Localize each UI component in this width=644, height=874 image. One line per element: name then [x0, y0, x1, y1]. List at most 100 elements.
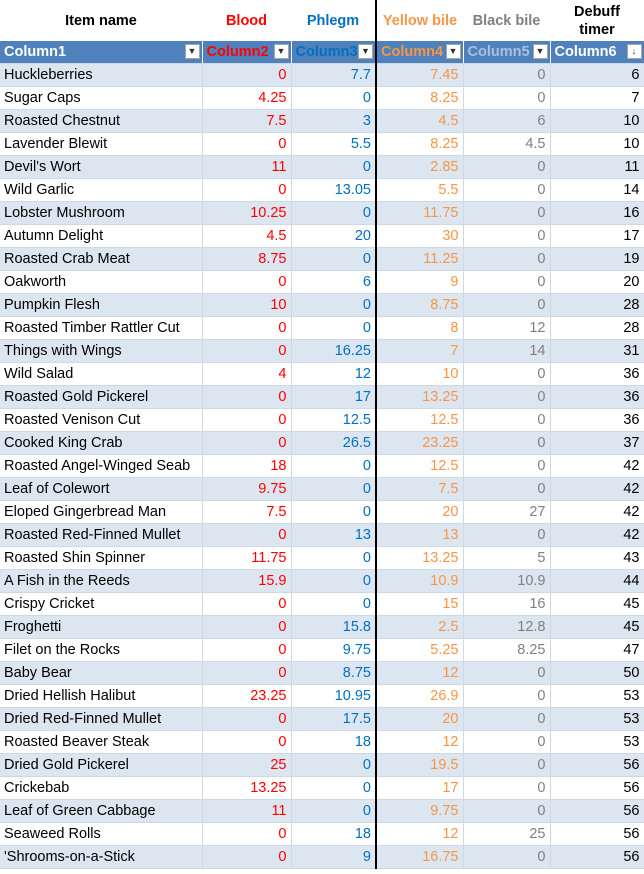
cell-yellow-bile[interactable]: 8.25: [375, 132, 464, 156]
cell-phlegm[interactable]: 0: [291, 155, 377, 179]
cell-phlegm[interactable]: 15.8: [291, 615, 377, 639]
cell-yellow-bile[interactable]: 8.25: [375, 86, 464, 110]
cell-debuff-timer[interactable]: 20: [550, 270, 644, 294]
caption-black-bile[interactable]: Black bile: [463, 0, 550, 41]
cell-phlegm[interactable]: 0: [291, 86, 377, 110]
cell-item-name[interactable]: A Fish in the Reeds: [0, 569, 203, 593]
filter-dropdown-icon[interactable]: ▼: [184, 44, 200, 59]
cell-blood[interactable]: 15.9: [202, 569, 292, 593]
cell-debuff-timer[interactable]: 10: [550, 132, 644, 156]
cell-black-bile[interactable]: 0: [463, 155, 551, 179]
cell-blood[interactable]: 13.25: [202, 776, 292, 800]
cell-phlegm[interactable]: 0: [291, 546, 377, 570]
cell-phlegm[interactable]: 0: [291, 500, 377, 524]
cell-item-name[interactable]: Leaf of Green Cabbage: [0, 799, 203, 823]
cell-debuff-timer[interactable]: 37: [550, 431, 644, 455]
cell-yellow-bile[interactable]: 2.85: [375, 155, 464, 179]
cell-debuff-timer[interactable]: 56: [550, 845, 644, 869]
cell-item-name[interactable]: Pumpkin Flesh: [0, 293, 203, 317]
cell-yellow-bile[interactable]: 5.5: [375, 178, 464, 202]
cell-item-name[interactable]: Roasted Gold Pickerel: [0, 385, 203, 409]
cell-yellow-bile[interactable]: 9: [375, 270, 464, 294]
cell-blood[interactable]: 0: [202, 615, 292, 639]
cell-blood[interactable]: 0: [202, 730, 292, 754]
cell-phlegm[interactable]: 6: [291, 270, 377, 294]
cell-item-name[interactable]: Dried Red-Finned Mullet: [0, 707, 203, 731]
cell-yellow-bile[interactable]: 16.75: [375, 845, 464, 869]
cell-blood[interactable]: 0: [202, 132, 292, 156]
cell-yellow-bile[interactable]: 26.9: [375, 684, 464, 708]
cell-blood[interactable]: 11.75: [202, 546, 292, 570]
cell-yellow-bile[interactable]: 10.9: [375, 569, 464, 593]
caption-yellow-bile[interactable]: Yellow bile: [375, 0, 463, 41]
cell-yellow-bile[interactable]: 10: [375, 362, 464, 386]
cell-yellow-bile[interactable]: 13.25: [375, 546, 464, 570]
cell-black-bile[interactable]: 12.8: [463, 615, 551, 639]
cell-black-bile[interactable]: 0: [463, 385, 551, 409]
cell-item-name[interactable]: 'Shrooms-on-a-Stick: [0, 845, 203, 869]
cell-yellow-bile[interactable]: 7: [375, 339, 464, 363]
filter-applied-icon[interactable]: ▼: [445, 44, 461, 59]
cell-debuff-timer[interactable]: 11: [550, 155, 644, 179]
cell-black-bile[interactable]: 27: [463, 500, 551, 524]
cell-yellow-bile[interactable]: 12: [375, 822, 464, 846]
filter-dropdown-icon[interactable]: ▼: [273, 44, 289, 59]
cell-black-bile[interactable]: 10.9: [463, 569, 551, 593]
cell-black-bile[interactable]: 0: [463, 753, 551, 777]
cell-blood[interactable]: 0: [202, 385, 292, 409]
cell-yellow-bile[interactable]: 20: [375, 500, 464, 524]
cell-phlegm[interactable]: 5.5: [291, 132, 377, 156]
cell-blood[interactable]: 18: [202, 454, 292, 478]
cell-debuff-timer[interactable]: 56: [550, 822, 644, 846]
cell-phlegm[interactable]: 0: [291, 477, 377, 501]
cell-debuff-timer[interactable]: 42: [550, 500, 644, 524]
cell-yellow-bile[interactable]: 11.75: [375, 201, 464, 225]
cell-blood[interactable]: 4: [202, 362, 292, 386]
cell-phlegm[interactable]: 10.95: [291, 684, 377, 708]
cell-debuff-timer[interactable]: 56: [550, 753, 644, 777]
cell-yellow-bile[interactable]: 12.5: [375, 408, 464, 432]
cell-yellow-bile[interactable]: 30: [375, 224, 464, 248]
cell-item-name[interactable]: Wild Salad: [0, 362, 203, 386]
cell-debuff-timer[interactable]: 53: [550, 684, 644, 708]
cell-yellow-bile[interactable]: 23.25: [375, 431, 464, 455]
cell-yellow-bile[interactable]: 13: [375, 523, 464, 547]
cell-item-name[interactable]: Roasted Chestnut: [0, 109, 203, 133]
cell-yellow-bile[interactable]: 9.75: [375, 799, 464, 823]
cell-black-bile[interactable]: 0: [463, 178, 551, 202]
cell-item-name[interactable]: Huckleberries: [0, 63, 203, 87]
cell-phlegm[interactable]: 12: [291, 362, 377, 386]
cell-debuff-timer[interactable]: 43: [550, 546, 644, 570]
cell-phlegm[interactable]: 0: [291, 316, 377, 340]
cell-phlegm[interactable]: 0: [291, 247, 377, 271]
cell-debuff-timer[interactable]: 36: [550, 362, 644, 386]
cell-debuff-timer[interactable]: 19: [550, 247, 644, 271]
cell-yellow-bile[interactable]: 12.5: [375, 454, 464, 478]
cell-black-bile[interactable]: 0: [463, 730, 551, 754]
cell-blood[interactable]: 0: [202, 523, 292, 547]
cell-black-bile[interactable]: 0: [463, 454, 551, 478]
cell-phlegm[interactable]: 0: [291, 776, 377, 800]
header-column6[interactable]: Column6 ↓: [550, 41, 644, 64]
cell-black-bile[interactable]: 4.5: [463, 132, 551, 156]
cell-item-name[interactable]: Cooked King Crab: [0, 431, 203, 455]
cell-debuff-timer[interactable]: 42: [550, 454, 644, 478]
cell-black-bile[interactable]: 6: [463, 109, 551, 133]
cell-blood[interactable]: 11: [202, 799, 292, 823]
cell-blood[interactable]: 0: [202, 316, 292, 340]
cell-yellow-bile[interactable]: 20: [375, 707, 464, 731]
cell-black-bile[interactable]: 0: [463, 362, 551, 386]
cell-black-bile[interactable]: 0: [463, 86, 551, 110]
cell-black-bile[interactable]: 0: [463, 477, 551, 501]
filter-dropdown-icon[interactable]: ▼: [532, 44, 548, 59]
caption-item-name[interactable]: Item name: [0, 0, 202, 41]
cell-phlegm[interactable]: 7.7: [291, 63, 377, 87]
cell-black-bile[interactable]: 0: [463, 684, 551, 708]
cell-phlegm[interactable]: 0: [291, 454, 377, 478]
cell-black-bile[interactable]: 0: [463, 247, 551, 271]
header-column1[interactable]: Column1 ▼: [0, 41, 203, 64]
cell-blood[interactable]: 10.25: [202, 201, 292, 225]
cell-phlegm[interactable]: 0: [291, 293, 377, 317]
cell-item-name[interactable]: Baby Bear: [0, 661, 203, 685]
cell-yellow-bile[interactable]: 8: [375, 316, 464, 340]
